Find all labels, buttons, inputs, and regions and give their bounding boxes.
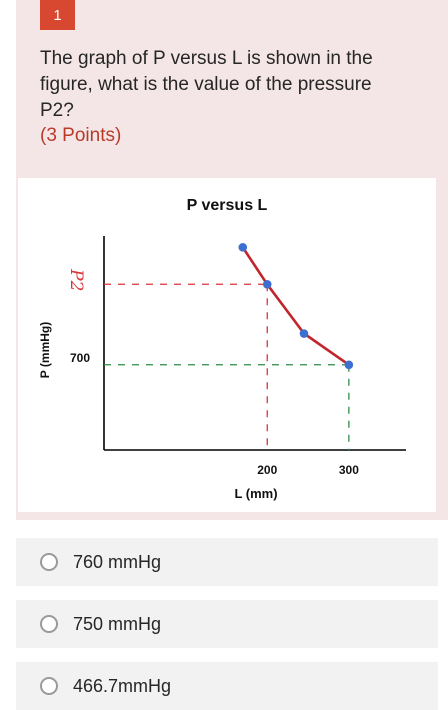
x-axis-label: L (mm) <box>234 486 277 501</box>
series-line <box>241 246 350 366</box>
radio-button[interactable] <box>40 615 58 633</box>
option-label: 750 mmHg <box>73 613 162 634</box>
option-750[interactable]: 750 mmHg <box>16 600 438 648</box>
chart-figure: P versus L 200 300 700 P2 L (mm) P (mmHg) <box>18 178 436 512</box>
radio-button[interactable] <box>40 553 58 571</box>
question-number-badge: 1 <box>40 0 75 30</box>
option-label: 466.7mmHg <box>73 675 172 696</box>
question-points: (3 Points) <box>40 125 122 146</box>
data-point <box>262 279 272 289</box>
p2-marker-label: P2 <box>66 268 86 291</box>
radio-button[interactable] <box>40 677 58 695</box>
option-466-7[interactable]: 466.7mmHg <box>16 662 438 710</box>
y-axis-label: P (mmHg) <box>38 322 52 378</box>
option-760[interactable]: 760 mmHg <box>16 538 438 586</box>
data-point <box>238 243 248 252</box>
x-tick-label: 300 <box>339 463 359 477</box>
pressure-length-chart: P versus L 200 300 700 P2 L (mm) P (mmHg) <box>38 197 406 501</box>
x-tick-label: 200 <box>257 463 277 477</box>
option-label: 760 mmHg <box>73 551 162 572</box>
question-text: The graph of P versus L is shown in the … <box>40 48 373 121</box>
chart-title: P versus L <box>187 197 268 214</box>
y-tick-label: 700 <box>70 351 90 365</box>
data-point <box>299 329 309 338</box>
data-point <box>344 360 354 370</box>
